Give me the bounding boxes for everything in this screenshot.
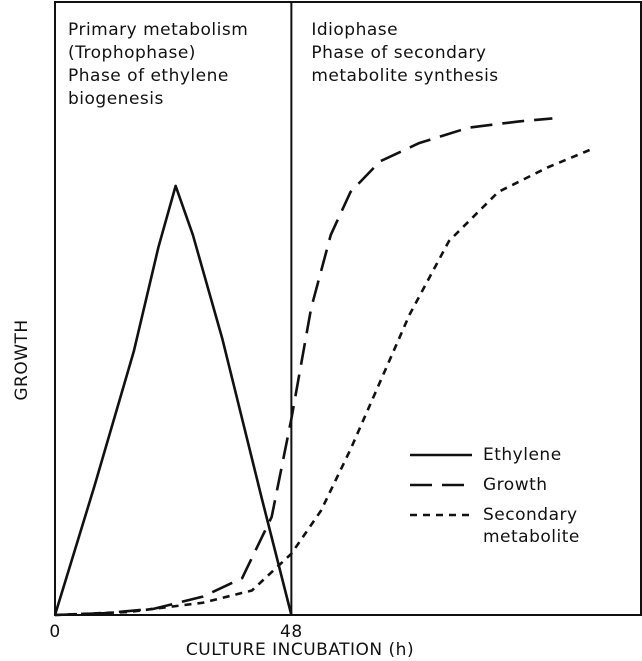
legend-label: Growth [483, 475, 548, 495]
series-line [53, 184, 293, 616]
annotation-line: Idiophase [311, 20, 398, 40]
x-tick-label: 48 [280, 622, 303, 642]
legend-entry: Secondary metabolite [483, 505, 580, 547]
legend-label: Secondary metabolite [483, 505, 580, 547]
annotation-line: metabolite synthesis [311, 66, 498, 86]
legend-entry: Ethylene [483, 445, 562, 465]
annotation-line: Phase of secondary [311, 43, 486, 63]
series-line [54, 117, 553, 617]
plot-frame [54, 1, 642, 616]
annotation-line: Primary metabolism [68, 20, 248, 40]
legend-label: Ethylene [483, 445, 562, 465]
annotation-line: biogenesis [68, 89, 164, 109]
x-axis-label: CULTURE INCUBATION (h) [186, 640, 414, 660]
annotation-line: (Trophophase) [68, 43, 196, 63]
legend-entry: Growth [483, 475, 548, 495]
series-line [54, 147, 593, 617]
x-tick-label: 0 [49, 622, 60, 642]
annotation: Idiophase Phase of secondary metabolite sy… [311, 20, 498, 86]
annotation: Primary metabolism (Trophophase) Phase of … [68, 20, 248, 109]
annotation-line: Phase of ethylene [68, 66, 229, 86]
y-axis-label: GROWTH [12, 319, 32, 400]
